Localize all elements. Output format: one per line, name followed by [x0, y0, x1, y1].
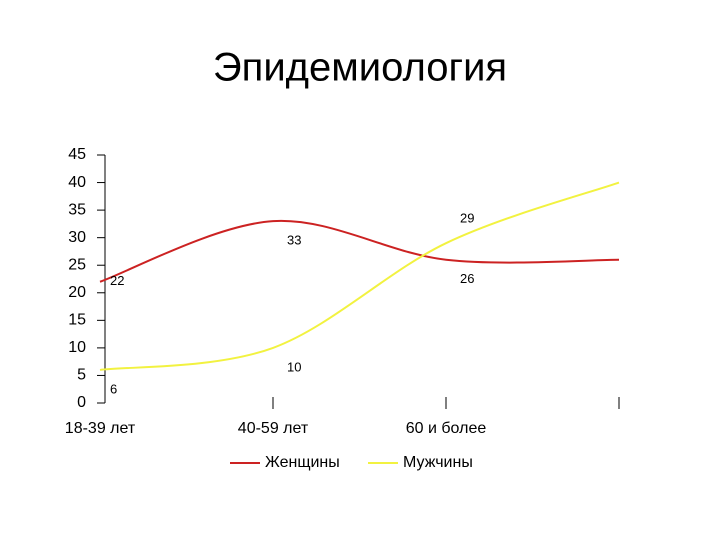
- legend-label: Мужчины: [403, 454, 473, 471]
- y-tick-label: 40: [68, 174, 86, 191]
- data-label: 10: [287, 359, 301, 374]
- x-tick-label: 40-59 лет: [238, 420, 309, 437]
- y-tick-label: 20: [68, 284, 86, 301]
- data-label: 6: [110, 381, 117, 396]
- x-tick-label: 18-39 лет: [65, 420, 136, 437]
- y-tick-label: 25: [68, 256, 86, 273]
- y-tick-label: 35: [68, 201, 86, 218]
- y-tick-label: 10: [68, 339, 86, 356]
- y-tick-label: 0: [77, 394, 86, 411]
- series-line: [99, 219, 620, 283]
- legend-label: Женщины: [265, 454, 340, 471]
- data-label: 33: [287, 233, 301, 248]
- y-tick-label: 5: [77, 367, 86, 384]
- y-tick-label: 45: [68, 146, 86, 163]
- x-tick-label: 60 и более: [406, 420, 487, 437]
- series-line: [99, 181, 620, 371]
- data-label: 22: [110, 273, 124, 288]
- y-tick-label: 30: [68, 229, 86, 246]
- data-label: 29: [460, 211, 474, 226]
- data-label: 26: [460, 271, 474, 286]
- y-tick-label: 15: [68, 312, 86, 329]
- chart-title: Эпидемиология: [213, 46, 507, 90]
